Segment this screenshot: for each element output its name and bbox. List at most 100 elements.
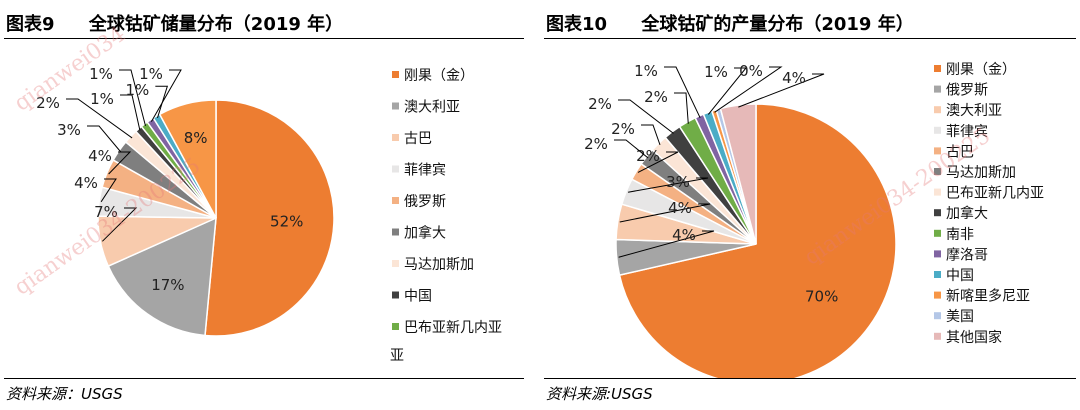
legend-swatch: [934, 209, 941, 217]
slice-data-label: 1%: [704, 63, 728, 81]
legend-label: 加拿大: [404, 225, 446, 242]
legend-swatch: [392, 197, 399, 204]
legend-label: 古巴: [946, 144, 974, 160]
leader-line: [619, 203, 711, 223]
slice-data-label: 1%: [125, 81, 149, 99]
chart-title-row: 图表9 全球钴矿储量分布（2019 年）: [6, 10, 343, 40]
chart-title: 全球钴矿的产量分布（2019 年）: [641, 14, 914, 35]
legend-swatch: [934, 85, 941, 93]
legend-label: 其他国家: [946, 329, 1002, 346]
pie-slice: [158, 99, 217, 219]
title-divider: [544, 38, 1076, 39]
legend-swatch: [934, 65, 941, 72]
title-divider: [4, 38, 524, 39]
figure-number: 图表10: [546, 14, 608, 35]
pie-slice: [618, 103, 897, 378]
leader-line: [707, 67, 748, 115]
slice-data-label: 0%: [739, 62, 763, 80]
legend-swatch: [392, 71, 399, 78]
slice-data-label: 4%: [74, 174, 98, 192]
legend-swatch: [392, 323, 399, 330]
leader-line: [674, 92, 689, 124]
slice-data-label: 2%: [644, 88, 668, 106]
legend-label: 俄罗斯: [946, 83, 988, 99]
legend-swatch: [392, 260, 399, 267]
legend-swatch: [934, 106, 941, 114]
leader-line: [618, 99, 674, 134]
legend-swatch: [934, 271, 941, 278]
slice-data-label: 4%: [782, 69, 806, 87]
legend-swatch: [934, 291, 941, 299]
source-note: 资料来源:USGS: [546, 385, 653, 403]
legend-swatch: [934, 126, 941, 134]
legend-swatch: [934, 229, 941, 237]
legend-label: 古巴: [404, 131, 432, 147]
slice-data-label: 4%: [88, 147, 112, 165]
pie-slice: [107, 216, 217, 337]
slice-data-label: 2%: [611, 120, 635, 138]
legend-swatch: [392, 291, 399, 299]
slice-data-label: 3%: [666, 173, 690, 191]
legend-swatch: [934, 147, 941, 155]
legend-label: 中国: [404, 289, 432, 305]
legend-label: 加拿大: [946, 205, 988, 222]
leader-line: [155, 85, 169, 118]
legend-label: 新喀里多尼亚: [946, 288, 1030, 305]
leader-line: [102, 207, 138, 242]
legend-swatch: [934, 188, 941, 196]
legend-swatch: [934, 332, 941, 340]
leader-line: [641, 124, 661, 146]
legend-label: 刚果（金）: [946, 62, 1016, 78]
slice-data-label: 1%: [89, 65, 113, 83]
leader-line: [119, 69, 146, 127]
legend-label: 南非: [946, 227, 974, 243]
legend-label: 巴布亚新几内亚: [946, 186, 1044, 202]
slice-data-label: 2%: [588, 95, 612, 113]
slice-data-label: 4%: [672, 226, 696, 244]
legend-label: 马达加斯加: [946, 165, 1016, 181]
source-note: 资料来源：USGS: [6, 385, 123, 403]
legend-label: 澳大利亚: [946, 103, 1002, 119]
slice-data-label: 17%: [151, 276, 184, 294]
slice-data-label: 70%: [805, 287, 838, 305]
leader-line: [66, 98, 133, 139]
legend-swatch: [392, 134, 399, 141]
leader-line: [120, 94, 141, 131]
leader-line: [714, 66, 783, 113]
legend-swatch: [392, 102, 399, 110]
slice-data-label: 52%: [270, 212, 303, 230]
pie-chart-reserves: 52%17%7%4%4%3%2% 1%1% 1%1%8%刚果（金）澳大利亚古巴菲律宾…: [36, 65, 502, 364]
leader-line: [108, 151, 132, 175]
chart-title-row: 图表10 全球钴矿的产量分布（2019 年）: [546, 10, 914, 40]
source-divider: [544, 378, 1076, 379]
leader-line: [738, 73, 825, 108]
pie-slice: [204, 99, 335, 337]
legend-label: 菲律宾: [946, 124, 988, 140]
legend-swatch: [934, 250, 941, 258]
slice-data-label: 2%: [636, 147, 660, 165]
leader-line: [627, 177, 709, 193]
slice-data-label: 2%: [584, 135, 608, 153]
legend-label: 澳大利亚: [404, 100, 460, 116]
slice-data-label: 1%: [90, 90, 114, 108]
legend-label: 俄罗斯: [404, 194, 446, 210]
chart-title: 全球钴矿储量分布（2019 年）: [88, 14, 344, 35]
legend-label: 美国: [946, 309, 974, 325]
leader-line: [618, 230, 715, 258]
legend-swatch: [934, 312, 941, 320]
slice-data-label: 8%: [184, 129, 208, 147]
legend-label: 刚果（金）: [404, 68, 474, 84]
legend-swatch: [934, 168, 941, 175]
legend-label: 菲律宾: [404, 163, 446, 179]
pie-chart-production: 70%4%4%3%2%2%2%2% 2%1% 1% 0% 4% 刚果（金）俄罗斯澳大利亚菲…: [584, 62, 1044, 378]
slice-data-label: 1%: [139, 65, 163, 83]
slice-data-label: 3%: [57, 121, 81, 139]
legend-swatch: [392, 228, 399, 236]
slice-data-label: 7%: [94, 203, 118, 221]
chart-panel-production: 图表10 全球钴矿的产量分布（2019 年） 70% 4% 4% 3% 2% 2% 2% 2%…: [540, 0, 1080, 410]
legend-label: 巴布亚新几内亚: [404, 320, 502, 336]
legend-label: 摩洛哥: [946, 246, 988, 263]
leader-line: [614, 139, 649, 159]
slice-data-label: 4%: [668, 199, 692, 217]
leader-line: [100, 178, 117, 203]
